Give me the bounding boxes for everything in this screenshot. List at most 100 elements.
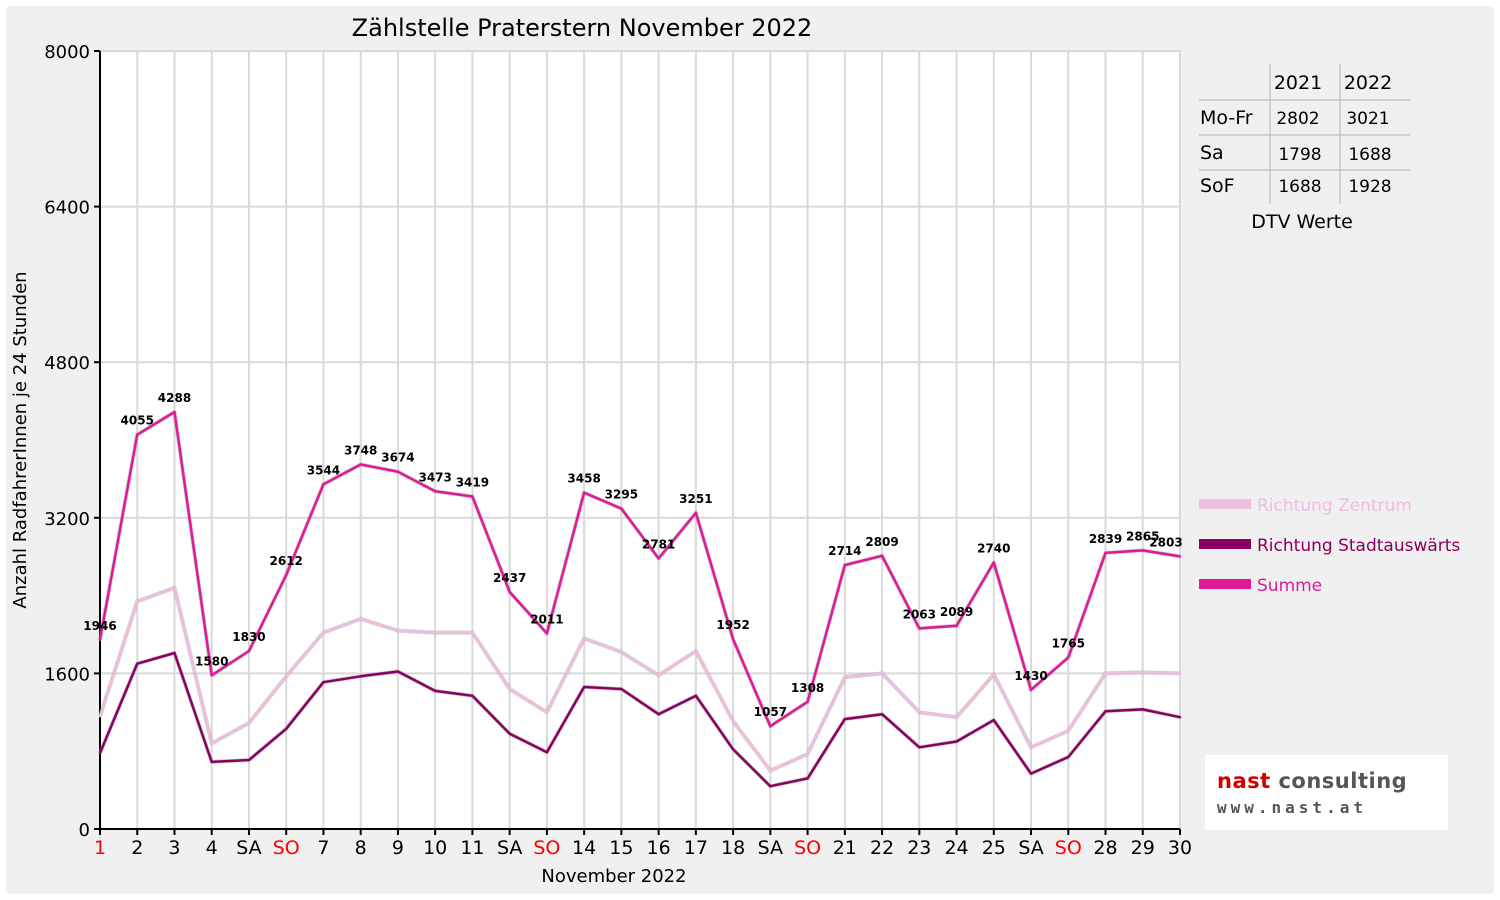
data-point [508,687,511,691]
data-point [322,680,325,684]
data-point [880,713,884,716]
x-tick-label: 29 [1131,837,1155,859]
y-tick-label: 1600 [44,664,90,685]
data-point [918,711,921,714]
data-point [582,685,586,689]
data-point [359,463,362,466]
y-axis-label: Anzahl RadfahrerInnen je 24 Stunden [10,271,31,608]
data-point [173,586,176,590]
data-point [694,511,698,515]
data-point [880,672,884,675]
data-point [173,651,176,655]
data-point [955,740,958,743]
data-label: 2809 [865,535,898,549]
data-point [806,777,809,780]
data-point [285,573,288,577]
data-point [1178,555,1182,558]
data-point [471,694,474,697]
data-point [285,675,288,678]
data-point [992,718,995,722]
y-tick-label: 8000 [44,42,90,63]
data-point [545,711,549,714]
data-point [955,715,958,719]
data-point [136,662,139,665]
dtv-cell: 1928 [1348,177,1391,197]
data-point [806,700,809,703]
data-point [98,714,102,718]
x-tick-label: SO [533,837,560,859]
x-axis-label: November 2022 [541,866,686,887]
data-point [98,638,102,641]
data-point [620,650,623,654]
data-point [582,491,586,494]
data-point [433,631,437,634]
data-label: 3251 [679,492,712,506]
data-point [806,752,809,756]
data-point [136,433,139,436]
data-label: 4288 [158,391,191,405]
data-point [918,627,921,630]
data-point [247,649,251,653]
data-point [210,760,213,764]
data-point [1067,729,1070,732]
data-point [1067,656,1070,659]
data-point [1029,772,1033,775]
series-line-richtung-stadtausw-rts [98,651,1181,788]
x-tick-label: SO [273,837,300,859]
data-point [136,600,139,603]
legend-label-zentrum: Richtung Zentrum [1257,496,1412,516]
data-label: 1430 [1014,669,1047,683]
data-point [620,507,623,510]
data-label: 1946 [83,619,116,633]
dtv-cell: 1688 [1348,145,1391,165]
data-label: 1057 [754,705,787,719]
dtv-cell: 2802 [1276,109,1319,129]
dtv-row-label: Mo-Fr [1200,107,1253,129]
data-point [657,674,660,677]
series-layer [98,410,1182,789]
x-tick-label: 16 [647,837,671,859]
legend-swatch-zentrum [1199,499,1251,509]
data-label: 2063 [903,607,936,621]
data-label: 3473 [418,470,451,484]
data-label-layer: 1946 4055 4288 1580 1830 2612 3544 3748 3674 3473… [83,391,1182,719]
x-tick-label: SA [236,837,261,859]
x-tick-label: 8 [355,837,367,859]
data-point [210,674,213,677]
x-tick-label: 22 [870,837,894,859]
data-point [880,554,884,558]
data-point [396,670,400,673]
logo-url: www.nast.at [1217,798,1367,817]
x-tick-label: 21 [833,837,857,859]
data-point [247,721,251,725]
dtv-col-2021: 2021 [1274,72,1322,94]
dtv-caption: DTV Werte [1251,211,1353,233]
x-tick-label: SA [497,837,522,859]
data-label: 3295 [605,488,638,502]
logo-name-part1: nast [1217,769,1271,793]
data-point [1141,549,1144,552]
chart-svg: Zählstelle Praterstern November 2022 016… [10,14,1460,887]
y-tick-label: 3200 [44,509,90,530]
data-point [731,748,735,751]
data-point [694,694,698,697]
data-label: 2714 [828,544,861,558]
data-point [1029,746,1033,749]
grid-layer [99,50,1181,830]
data-point [1029,688,1033,692]
data-point [322,483,325,486]
data-label: 1830 [232,630,265,644]
data-point [210,742,213,745]
data-point [247,758,251,762]
data-point [508,590,511,594]
data-point [731,637,735,641]
data-point [433,490,437,493]
data-label: 3674 [381,451,414,465]
y-tick-label: 0 [79,820,90,841]
data-point [1141,708,1144,711]
data-point [285,727,288,731]
x-tick-label: SO [794,837,821,859]
data-point [582,637,586,640]
data-point [359,675,362,678]
